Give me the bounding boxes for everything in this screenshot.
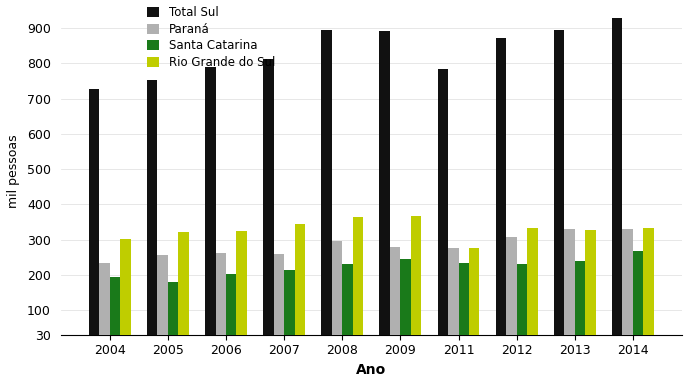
Bar: [517, 263, 527, 345]
Bar: [321, 30, 332, 345]
Bar: [644, 228, 654, 345]
Bar: [295, 224, 305, 345]
Bar: [390, 247, 400, 345]
Bar: [332, 241, 342, 345]
Bar: [564, 229, 575, 345]
Bar: [622, 229, 633, 345]
Bar: [178, 232, 189, 345]
Bar: [506, 237, 517, 345]
Bar: [411, 216, 421, 345]
Bar: [168, 282, 178, 345]
Bar: [554, 30, 564, 345]
Bar: [226, 274, 236, 345]
Bar: [353, 217, 363, 345]
Bar: [205, 67, 216, 345]
Bar: [89, 89, 99, 345]
Bar: [263, 59, 274, 345]
Bar: [585, 230, 596, 345]
Bar: [448, 248, 458, 345]
Bar: [495, 38, 506, 345]
Bar: [236, 231, 247, 345]
Bar: [121, 239, 131, 345]
Bar: [633, 251, 644, 345]
Y-axis label: mil pessoas: mil pessoas: [7, 134, 20, 208]
Bar: [110, 277, 121, 345]
Bar: [216, 253, 226, 345]
Bar: [380, 31, 390, 345]
X-axis label: Ano: Ano: [356, 363, 387, 377]
Bar: [158, 255, 168, 345]
Legend: Total Sul, Paraná, Santa Catarina, Rio Grande do Sul: Total Sul, Paraná, Santa Catarina, Rio G…: [147, 6, 275, 69]
Bar: [575, 262, 585, 345]
Bar: [342, 263, 353, 345]
Bar: [458, 263, 469, 345]
Bar: [400, 259, 411, 345]
Bar: [99, 263, 110, 345]
Bar: [469, 248, 480, 345]
Bar: [612, 18, 622, 345]
Bar: [274, 255, 284, 345]
Bar: [147, 80, 158, 345]
Bar: [284, 270, 295, 345]
Bar: [527, 228, 537, 345]
Bar: [438, 69, 448, 345]
